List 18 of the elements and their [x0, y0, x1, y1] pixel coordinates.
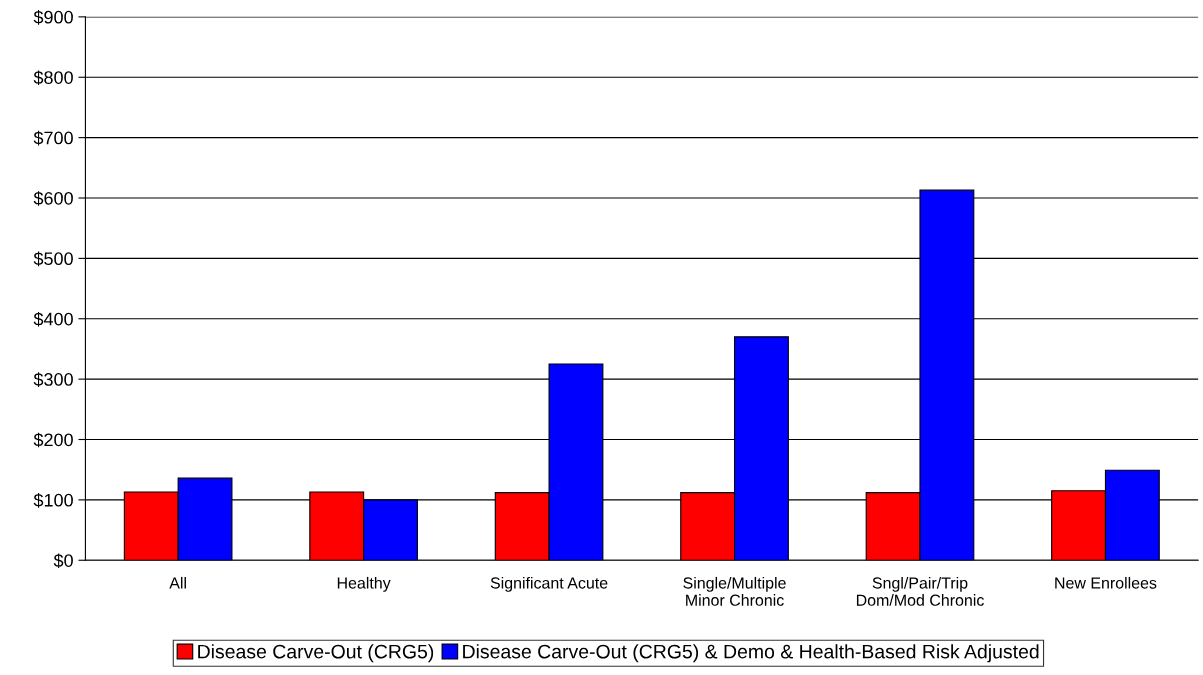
y-tick-label: $800	[33, 70, 73, 86]
y-tick-label: $0	[53, 553, 73, 569]
y-tick-label: $400	[33, 311, 73, 327]
y-tick-label: $700	[33, 130, 73, 146]
y-tick-label: $500	[33, 251, 73, 267]
y-tick-label: $600	[33, 191, 73, 206]
legend-label: Disease Carve-Out (CRG5)	[198, 644, 434, 663]
y-tick-label: $200	[33, 432, 73, 448]
x-tick-label: All	[169, 576, 186, 589]
y-tick-label: $100	[33, 493, 73, 508]
x-tick-label: New Enrollees	[1055, 576, 1157, 589]
legend-label: Disease Carve-Out (CRG5) & Demo & Health-Based Risk Adjusted	[463, 644, 1039, 663]
x-tick-label: Single/Multiple Minor Chronic	[683, 576, 786, 606]
x-tick-label: Sngl/Pair/Trip Dom/Mod Chronic	[856, 576, 984, 606]
y-tick-label: $900	[33, 10, 73, 25]
x-tick-label: Healthy	[337, 576, 391, 592]
y-tick-label: $300	[33, 372, 73, 387]
x-tick-label: Significant Acute	[490, 576, 608, 592]
